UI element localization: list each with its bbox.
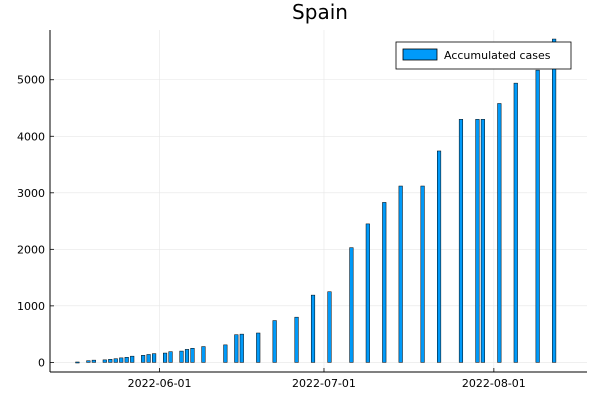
bar <box>382 202 387 363</box>
bar <box>349 247 354 363</box>
chart-title: Spain <box>292 0 348 24</box>
bar <box>152 353 157 363</box>
bar <box>535 69 540 363</box>
bar <box>497 103 502 363</box>
y-tick-label: 3000 <box>17 187 45 200</box>
bar <box>475 119 480 363</box>
x-tick-label: 2022-07-01 <box>292 377 356 390</box>
bar <box>163 352 168 363</box>
bar <box>119 357 124 363</box>
bar <box>420 185 425 363</box>
bar <box>458 119 464 363</box>
x-tick-label: 2022-08-01 <box>462 377 526 390</box>
y-tick-label: 4000 <box>17 130 45 143</box>
axes <box>49 30 587 373</box>
bar <box>146 354 151 363</box>
bar <box>201 346 206 363</box>
bar <box>513 82 518 363</box>
bar <box>256 332 261 363</box>
bar <box>168 351 173 363</box>
bar <box>113 358 118 363</box>
y-axis-ticks: 0 1000 2000 3000 4000 5000 <box>17 74 54 369</box>
bar <box>102 359 107 363</box>
legend-label: Accumulated cases <box>444 49 551 62</box>
bar <box>310 294 316 363</box>
bar <box>124 357 129 363</box>
legend: Accumulated cases <box>395 41 572 70</box>
x-axis-ticks: 2022-06-01 2022-07-01 2022-08-01 <box>128 368 526 390</box>
bar <box>552 38 557 363</box>
bar <box>398 185 403 363</box>
bar <box>190 348 195 363</box>
bar <box>141 355 146 363</box>
bar <box>327 291 332 363</box>
bar <box>179 350 184 363</box>
legend-swatch <box>402 48 438 61</box>
bar <box>272 320 277 363</box>
bar <box>223 344 228 363</box>
bar <box>480 119 485 363</box>
bar <box>437 150 442 363</box>
bar <box>75 361 80 364</box>
y-tick-label: 2000 <box>17 243 45 256</box>
bars <box>75 38 557 364</box>
y-tick-label: 0 <box>38 356 45 369</box>
bar <box>294 316 299 363</box>
bar <box>365 223 370 363</box>
bar <box>184 349 190 363</box>
grid-lines <box>50 30 587 372</box>
bar <box>91 359 96 363</box>
bar <box>108 359 113 363</box>
bar <box>234 334 239 363</box>
bar <box>130 355 135 363</box>
y-tick-label: 1000 <box>17 300 45 313</box>
bar <box>239 333 244 363</box>
y-tick-label: 5000 <box>17 74 45 87</box>
x-tick-label: 2022-06-01 <box>128 377 192 390</box>
bar <box>86 360 91 363</box>
